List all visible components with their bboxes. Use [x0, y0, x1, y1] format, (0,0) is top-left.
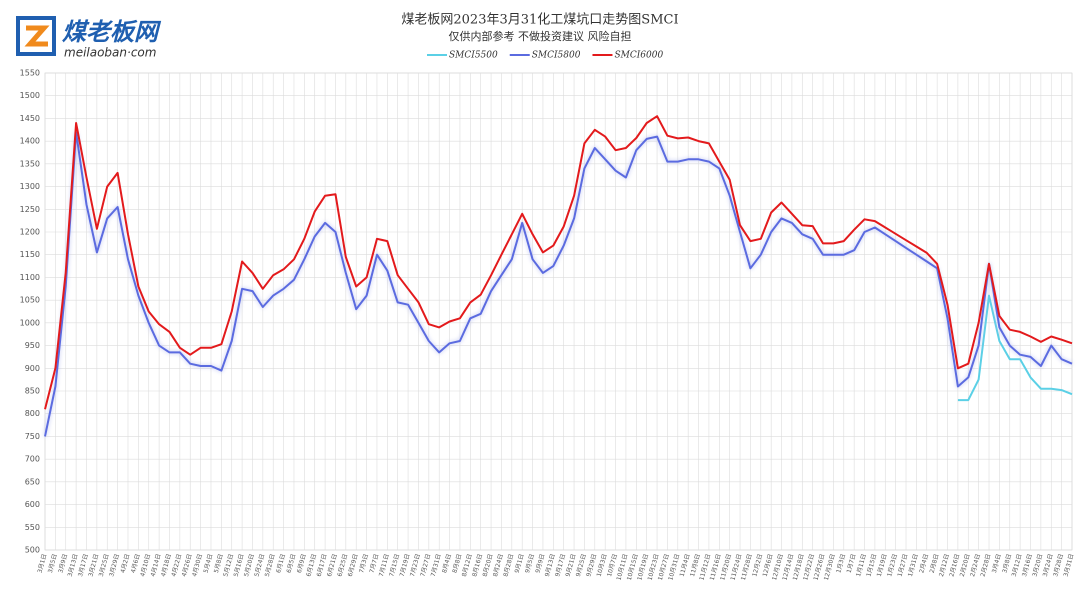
logo-name: 煤老板网	[62, 18, 162, 46]
y-tick-label: 1150	[20, 250, 40, 259]
x-tick-label: 7月3日	[358, 553, 370, 574]
x-tick-label: 9月9日	[534, 553, 546, 574]
legend: SMCI5500 SMCI5800 SMCI6000	[427, 51, 663, 61]
logo-icon	[16, 16, 56, 56]
x-tick-label: 3月5日	[47, 553, 59, 574]
x-tick-label: 4月2日	[120, 553, 132, 574]
x-tick-label: 5月4日	[203, 553, 215, 574]
logo-site: meilaoban·com	[64, 46, 156, 60]
y-tick-label: 600	[25, 500, 40, 509]
plot-frame	[44, 72, 1073, 551]
y-tick-label: 800	[25, 409, 40, 418]
y-tick-label: 900	[25, 364, 40, 373]
x-tick-label: 6月5日	[286, 553, 298, 574]
x-tick-label: 3月8日	[1001, 553, 1013, 574]
y-tick-label: 750	[25, 432, 40, 441]
y-tick-label: 850	[25, 387, 40, 396]
x-tick-label: 3月4日	[991, 553, 1003, 574]
x-tick-label: 2月4日	[918, 553, 930, 574]
legend-label: SMCI6000	[614, 51, 663, 61]
y-tick-label: 1500	[20, 91, 40, 100]
y-tick-label: 500	[25, 546, 40, 555]
x-tick-label: 1月3日	[835, 553, 847, 574]
y-tick-label: 700	[25, 455, 40, 464]
y-tick-label: 1000	[20, 318, 40, 327]
logo: 煤老板网 meilaoban·com	[16, 16, 162, 60]
x-tick-label: 2月8日	[929, 553, 941, 574]
x-tick-label: 3月1日	[37, 553, 49, 574]
y-tick-label: 1200	[20, 228, 40, 237]
x-tick-label: 8月4日	[441, 553, 453, 574]
y-tick-label: 1350	[20, 159, 40, 168]
chart-title: 煤老板网2023年3月31化工煤坑口走势图SMCI	[401, 12, 678, 28]
x-tick-label: 8月8日	[451, 553, 463, 574]
logo-icon-stroke	[24, 25, 50, 47]
x-tick-label: 6月9日	[296, 553, 308, 574]
x-tick-label: 5月8日	[213, 553, 225, 574]
y-tick-label: 650	[25, 477, 40, 486]
x-tick-label: 7月7日	[368, 553, 380, 574]
chart-subtitle: 仅供内部参考 不做投资建议 风险自担	[449, 29, 632, 43]
y-tick-label: 1450	[20, 114, 40, 123]
y-tick-label: 1550	[20, 69, 40, 78]
y-tick-label: 550	[25, 523, 40, 532]
series-line	[957, 294, 1073, 402]
y-tick-label: 1300	[20, 182, 40, 191]
series-line	[44, 131, 1073, 437]
legend-label: SMCI5800	[532, 51, 581, 61]
y-tick-label: 1400	[20, 137, 40, 146]
x-tick-label: 1月7日	[846, 553, 858, 574]
y-tick-label: 1250	[20, 205, 40, 214]
x-tick-label: 4月6日	[130, 553, 142, 574]
x-tick-label: 9月5日	[524, 553, 536, 574]
legend-label: SMCI5500	[449, 51, 498, 61]
series-line	[44, 115, 1073, 410]
y-tick-label: 950	[25, 341, 40, 350]
x-tick-label: 3月9日	[57, 553, 69, 574]
x-tick-label: 9月1日	[514, 553, 526, 574]
x-tick-label: 6月1日	[275, 553, 287, 574]
y-tick-label: 1100	[20, 273, 40, 282]
y-tick-label: 1050	[20, 296, 40, 305]
